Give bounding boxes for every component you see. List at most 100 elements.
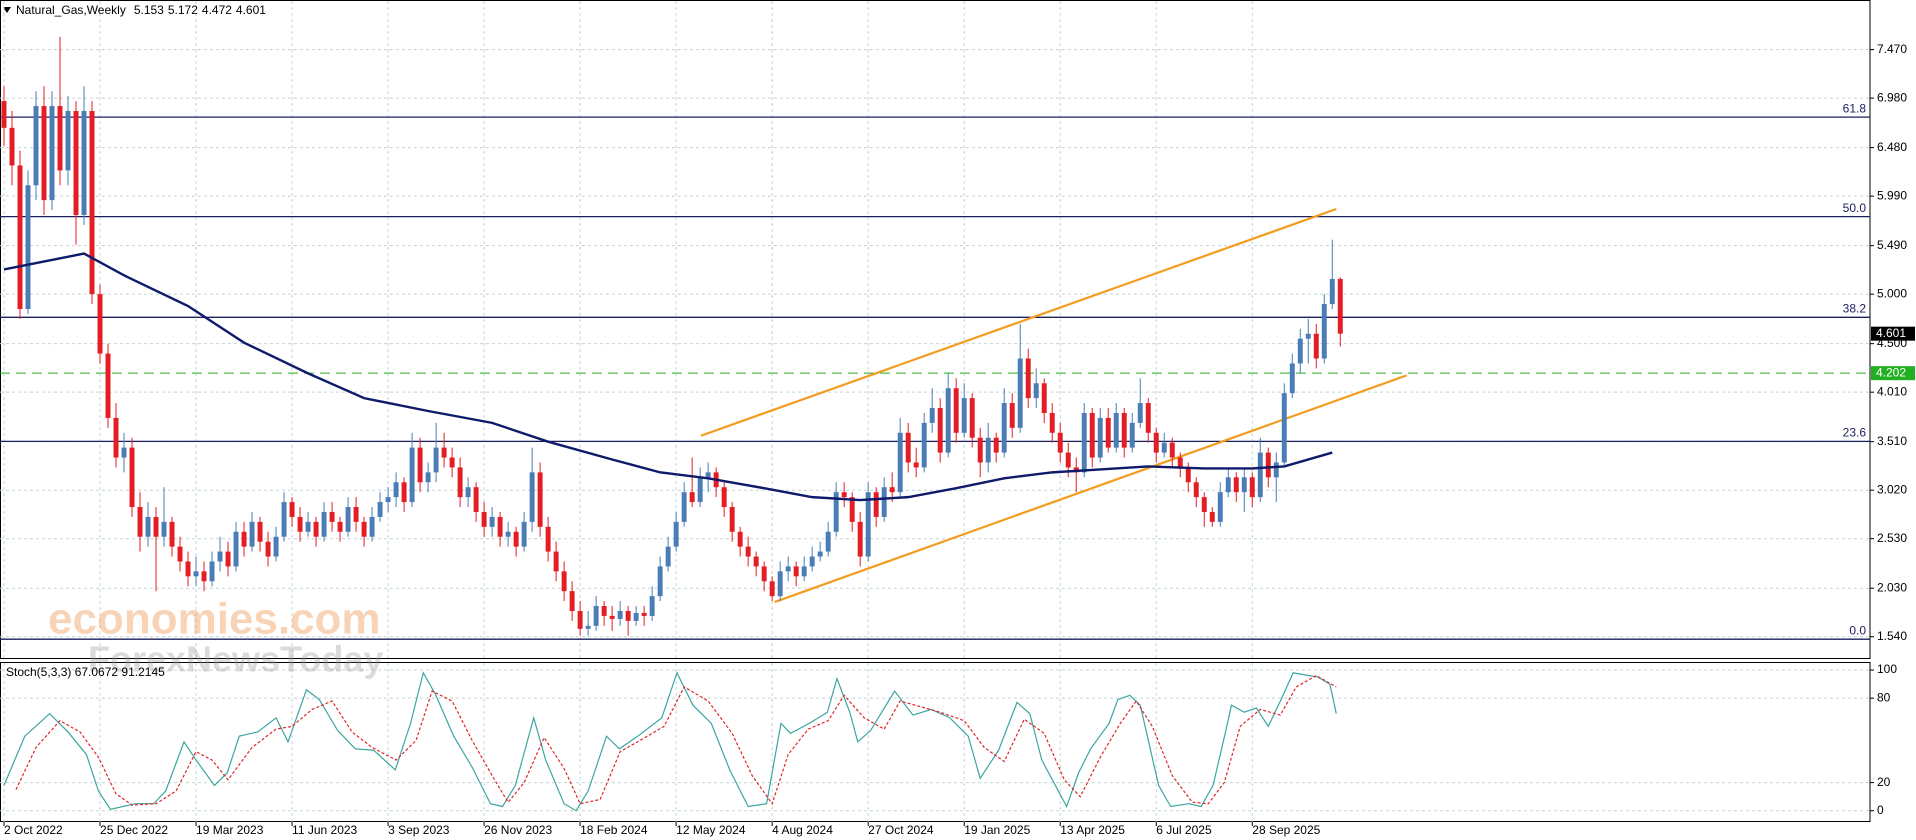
candle-body bbox=[329, 511, 335, 522]
candle-body bbox=[953, 388, 959, 433]
candle-body bbox=[273, 536, 279, 557]
candle-body bbox=[393, 482, 399, 498]
chart-header: Natural_Gas,Weekly 5.153 5.172 4.472 4.601 bbox=[16, 3, 266, 17]
candle-body bbox=[601, 606, 607, 616]
candle-body bbox=[353, 507, 359, 522]
y-tick-label: 5.990 bbox=[1877, 188, 1907, 202]
candle-body bbox=[185, 561, 191, 577]
indicator-line bbox=[15, 674, 1337, 806]
x-tick-label: 2 Oct 2022 bbox=[4, 823, 63, 837]
candle-body bbox=[969, 398, 975, 438]
last-price-tag bbox=[1871, 326, 1915, 341]
candle-body bbox=[721, 487, 727, 508]
fib-level-label: 0.0 bbox=[1849, 623, 1866, 637]
candle-body bbox=[1081, 412, 1087, 473]
candle-body bbox=[1033, 383, 1039, 399]
candle-body bbox=[641, 612, 647, 616]
x-tick-label: 4 Aug 2024 bbox=[772, 823, 833, 837]
candle-body bbox=[1025, 358, 1031, 399]
candle-body bbox=[537, 472, 543, 527]
candle-body bbox=[609, 615, 615, 619]
watermark: ForexNewsToday bbox=[88, 639, 383, 680]
candle-body bbox=[561, 571, 567, 592]
candle-body bbox=[745, 546, 751, 557]
candle-body bbox=[897, 432, 903, 493]
ohlc-value: 4.472 bbox=[202, 3, 232, 17]
candle-body bbox=[985, 437, 991, 463]
bid-price-tag bbox=[1871, 366, 1915, 381]
stoch-pane-frame bbox=[0, 662, 1871, 822]
candle-body bbox=[849, 497, 855, 522]
x-tick-label: 28 Sep 2025 bbox=[1252, 823, 1320, 837]
candle-body bbox=[89, 110, 95, 295]
candle-body bbox=[817, 551, 823, 557]
candle-body bbox=[433, 447, 439, 473]
y-tick-label: 5.000 bbox=[1877, 286, 1907, 300]
x-tick-label: 25 Dec 2022 bbox=[100, 823, 168, 837]
candle-body bbox=[257, 521, 263, 542]
candle-body bbox=[217, 551, 223, 562]
candle-body bbox=[265, 541, 271, 557]
x-tick-label: 18 Feb 2024 bbox=[580, 823, 648, 837]
y-tick-label: 3.510 bbox=[1877, 434, 1907, 448]
candle-body bbox=[1313, 333, 1319, 359]
candle-body bbox=[753, 556, 759, 567]
y-tick-label: 20 bbox=[1877, 775, 1891, 789]
menu-arrow[interactable] bbox=[3, 7, 11, 13]
candle-body bbox=[529, 472, 535, 522]
candle-body bbox=[1225, 477, 1231, 493]
y-tick-label: 5.490 bbox=[1877, 238, 1907, 252]
candle-body bbox=[489, 516, 495, 527]
fib-level-label: 23.6 bbox=[1843, 426, 1867, 440]
candle-body bbox=[729, 507, 735, 532]
candle-body bbox=[545, 526, 551, 552]
candle-body bbox=[921, 422, 927, 468]
candle-body bbox=[129, 447, 135, 508]
candle-body bbox=[193, 571, 199, 577]
candle-body bbox=[401, 482, 407, 503]
candle-body bbox=[97, 294, 103, 354]
candle-body bbox=[1161, 442, 1167, 453]
candle-body bbox=[689, 492, 695, 503]
x-tick-label: 26 Nov 2023 bbox=[484, 823, 552, 837]
candle-body bbox=[1209, 511, 1215, 522]
fib-level-label: 50.0 bbox=[1843, 201, 1867, 215]
x-tick-label: 19 Mar 2023 bbox=[196, 823, 264, 837]
candle-body bbox=[81, 110, 87, 215]
candle-body bbox=[425, 472, 431, 483]
candle-body bbox=[441, 447, 447, 458]
candle-body bbox=[825, 531, 831, 552]
candle-body bbox=[1289, 363, 1295, 394]
candle-body bbox=[1121, 412, 1127, 448]
candle-body bbox=[457, 467, 463, 498]
y-tick-label: 2.530 bbox=[1877, 531, 1907, 545]
y-tick-label: 1.540 bbox=[1877, 629, 1907, 643]
candle-body bbox=[633, 612, 639, 621]
candle-body bbox=[513, 531, 519, 547]
candle-body bbox=[1273, 462, 1279, 478]
candle-body bbox=[65, 110, 71, 171]
candle-body bbox=[777, 571, 783, 597]
candle-body bbox=[1049, 412, 1055, 433]
candle-body bbox=[1057, 432, 1063, 453]
candle-body bbox=[569, 591, 575, 611]
candle-body bbox=[1009, 403, 1015, 428]
candle-body bbox=[305, 521, 311, 532]
y-tick-label: 2.030 bbox=[1877, 580, 1907, 594]
candle-body bbox=[313, 521, 319, 537]
candle-body bbox=[73, 110, 79, 215]
ohlc-value: 5.153 bbox=[134, 3, 164, 17]
y-tick-label: 0 bbox=[1877, 803, 1884, 817]
candle-body bbox=[1137, 403, 1143, 423]
last-price-label: 4.601 bbox=[1876, 326, 1906, 340]
candle-body bbox=[585, 625, 591, 629]
candle-body bbox=[1177, 457, 1183, 468]
candle-body bbox=[873, 492, 879, 517]
candle-body bbox=[377, 502, 383, 517]
y-tick-label: 6.980 bbox=[1877, 90, 1907, 104]
candle-body bbox=[1305, 333, 1311, 339]
candle-body bbox=[209, 561, 215, 582]
candle-body bbox=[145, 516, 151, 537]
candle-body bbox=[473, 487, 479, 512]
candle-body bbox=[617, 610, 623, 619]
